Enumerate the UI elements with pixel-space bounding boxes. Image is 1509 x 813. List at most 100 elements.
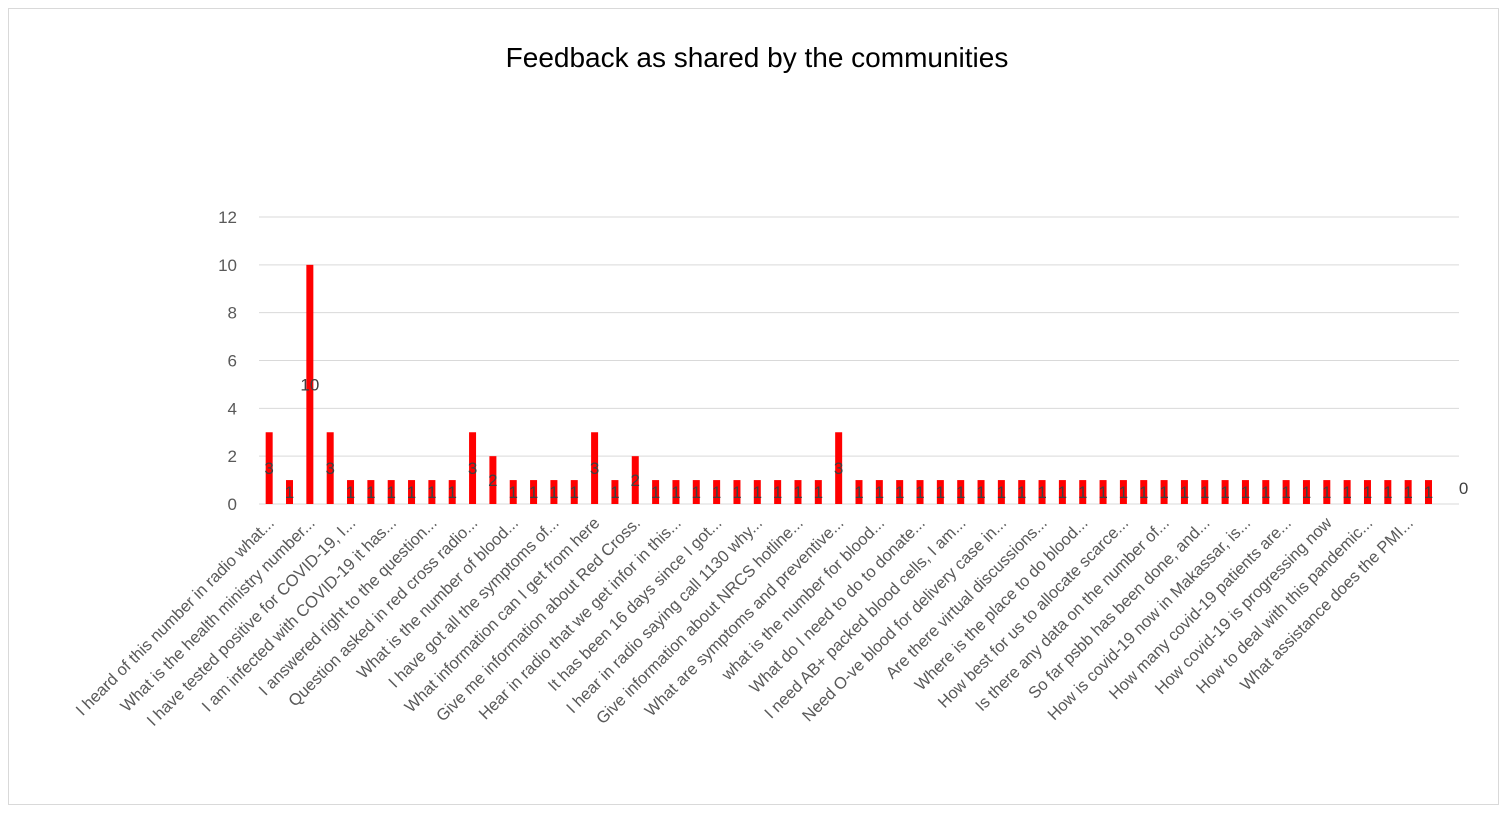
bar (550, 480, 558, 504)
bar (489, 456, 497, 504)
data-label: 1 (1281, 483, 1290, 502)
data-label: 1 (895, 483, 904, 502)
bar (428, 480, 436, 504)
bar (265, 432, 273, 504)
bar (814, 480, 822, 504)
data-label: 3 (834, 459, 843, 478)
gridlines (259, 216, 1459, 505)
y-tick-label: 2 (228, 447, 237, 466)
data-label: 2 (631, 471, 640, 490)
bar (997, 480, 1005, 504)
data-label: 1 (570, 483, 579, 502)
data-label: 3 (325, 459, 334, 478)
bar (692, 480, 700, 504)
data-label: 1 (1037, 483, 1046, 502)
data-label: 1 (285, 483, 294, 502)
data-label: 1 (549, 483, 558, 502)
bar (408, 480, 416, 504)
y-axis-ticks: 0 2 4 6 8 10 12 (218, 208, 237, 514)
data-label: 1 (1159, 483, 1168, 502)
bar (1160, 480, 1168, 504)
bar (306, 264, 314, 504)
data-label: 1 (407, 483, 416, 502)
data-label: 1 (1261, 483, 1270, 502)
data-label: 1 (1119, 483, 1128, 502)
data-label: 1 (427, 483, 436, 502)
data-label: 2 (488, 471, 497, 490)
data-label: 1 (854, 483, 863, 502)
bar (1221, 480, 1229, 504)
bar (835, 432, 843, 504)
bar (469, 432, 477, 504)
data-label: 1 (814, 483, 823, 502)
bar (672, 480, 680, 504)
bar (1282, 480, 1290, 504)
bar (957, 480, 965, 504)
bar (1302, 480, 1310, 504)
data-label: 1 (1078, 483, 1087, 502)
bar (733, 480, 741, 504)
bar (611, 480, 619, 504)
data-label: 0 (1459, 479, 1468, 498)
bar (1384, 480, 1392, 504)
data-label: 3 (590, 459, 599, 478)
data-label: 1 (712, 483, 721, 502)
data-label: 1 (956, 483, 965, 502)
data-label: 1 (1342, 483, 1351, 502)
data-label: 1 (1424, 483, 1433, 502)
y-tick-label: 4 (228, 399, 237, 418)
bar (936, 480, 944, 504)
bar (774, 480, 782, 504)
data-label: 1 (773, 483, 782, 502)
data-label: 1 (875, 483, 884, 502)
data-label: 1 (1139, 483, 1148, 502)
bar (1018, 480, 1026, 504)
bar (875, 480, 883, 504)
data-label: 1 (1098, 483, 1107, 502)
bar (916, 480, 924, 504)
bar (1343, 480, 1351, 504)
data-label: 1 (1403, 483, 1412, 502)
data-label: 1 (447, 483, 456, 502)
data-label: 3 (468, 459, 477, 478)
bar (591, 432, 599, 504)
data-label: 1 (1363, 483, 1372, 502)
data-label: 1 (1241, 483, 1250, 502)
bar (1180, 480, 1188, 504)
data-label: 1 (997, 483, 1006, 502)
bar (1363, 480, 1371, 504)
bar (347, 480, 355, 504)
data-label: 1 (1322, 483, 1331, 502)
y-tick-label: 8 (228, 304, 237, 323)
bar (326, 432, 334, 504)
data-label: 1 (793, 483, 802, 502)
chart-area: Feedback as shared by the communities 0 2… (8, 8, 1499, 805)
data-label: 1 (753, 483, 762, 502)
bar (753, 480, 761, 504)
data-label: 1 (346, 483, 355, 502)
data-label: 1 (1180, 483, 1189, 502)
bar (1424, 480, 1432, 504)
data-label: 1 (1302, 483, 1311, 502)
data-label: 1 (732, 483, 741, 502)
bar (367, 480, 375, 504)
bar (387, 480, 395, 504)
bar (530, 480, 538, 504)
y-tick-label: 6 (228, 352, 237, 371)
y-tick-label: 0 (228, 495, 237, 514)
data-label: 1 (1058, 483, 1067, 502)
data-label: 1 (1220, 483, 1229, 502)
bar (977, 480, 985, 504)
bar (570, 480, 578, 504)
data-label: 1 (936, 483, 945, 502)
y-tick-label: 10 (218, 256, 237, 275)
data-label: 1 (915, 483, 924, 502)
bar (794, 480, 802, 504)
data-label: 1 (1200, 483, 1209, 502)
data-label: 1 (509, 483, 518, 502)
data-label: 1 (671, 483, 680, 502)
bar (286, 480, 294, 504)
bar (1058, 480, 1066, 504)
bar (1140, 480, 1148, 504)
